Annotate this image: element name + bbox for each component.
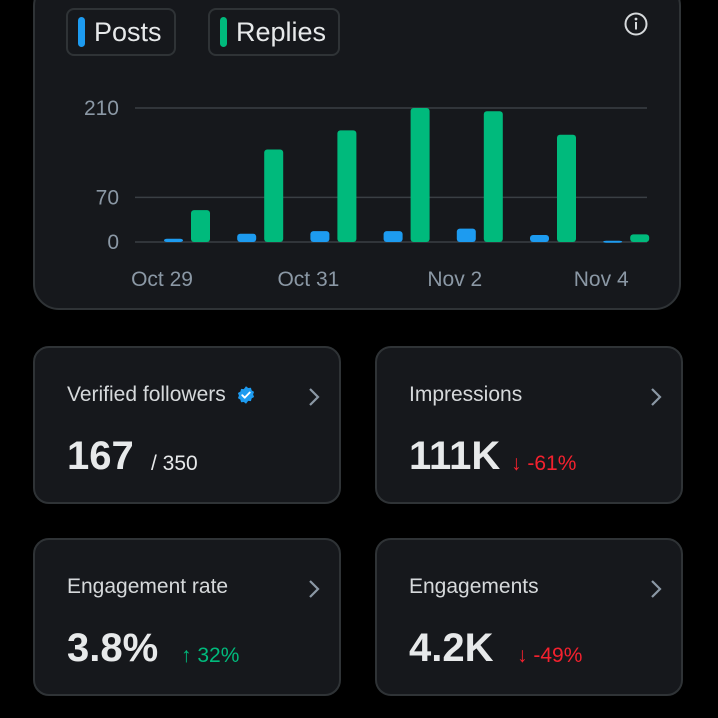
legend-replies-chip[interactable]: Replies [208, 8, 341, 56]
impressions-value: 111K [409, 434, 501, 478]
verified-followers-value: 167 [67, 434, 134, 478]
info-icon[interactable] [624, 12, 648, 36]
y-tick-label: 210 [84, 97, 119, 120]
bar-posts-oct-29[interactable] [164, 238, 183, 242]
verified-followers-total: / 350 [151, 452, 198, 475]
impressions-change-value: -61% [527, 452, 577, 475]
y-tick-label: 0 [107, 231, 119, 254]
chevron-right-icon [309, 388, 320, 406]
impressions-change: ↓ -61% [511, 452, 576, 476]
bar-posts-nov-3[interactable] [530, 234, 549, 242]
x-tick-label: Nov 2 [427, 268, 482, 291]
chevron-right-icon [309, 580, 320, 598]
x-tick-label: Oct 29 [131, 268, 193, 291]
bar-replies-nov-4[interactable] [630, 234, 650, 242]
bar-posts-nov-1[interactable] [383, 231, 403, 242]
verified-followers-label: Verified followers [67, 383, 226, 406]
engagements-change-value: -49% [533, 644, 583, 667]
engagement-rate-change-value: 32% [197, 644, 240, 667]
bar-replies-oct-30[interactable] [264, 149, 284, 242]
verified-followers-card[interactable]: Verified followers 167 / 350 [33, 346, 341, 504]
down-arrow-icon: ↓ [517, 644, 528, 667]
legend-replies-label: Replies [236, 16, 327, 47]
legend-posts-label: Posts [94, 16, 162, 47]
bar-posts-oct-31[interactable] [310, 231, 330, 242]
posts-swatch [78, 17, 85, 47]
up-arrow-icon: ↑ [181, 644, 192, 667]
engagement-rate-card[interactable]: Engagement rate 3.8% ↑ 32% [33, 538, 341, 696]
engagement-rate-title: Engagement rate [67, 575, 229, 598]
verified-followers-title: Verified followers [67, 383, 256, 407]
x-tick-label: Nov 4 [574, 268, 629, 291]
bar-posts-nov-2[interactable] [456, 228, 476, 242]
bar-replies-nov-3[interactable] [557, 134, 576, 242]
engagements-title: Engagements [409, 575, 539, 598]
impressions-card[interactable]: Impressions 111K ↓ -61% [375, 346, 683, 504]
engagements-value: 4.2K [409, 626, 494, 670]
bar-replies-oct-29[interactable] [191, 210, 210, 242]
chart-card: 0 70 210 Oct 29 Oct 31 Nov 2 Nov 4 [33, 0, 681, 310]
engagement-rate-change: ↑ 32% [181, 644, 239, 668]
down-arrow-icon: ↓ [511, 452, 522, 475]
verified-badge-icon [237, 386, 254, 404]
bar-replies-oct-31[interactable] [337, 130, 357, 242]
bar-chart: 0 70 210 Oct 29 Oct 31 Nov 2 Nov 4 [84, 97, 650, 291]
impressions-title: Impressions [409, 383, 523, 406]
legend-posts-chip[interactable]: Posts [66, 8, 176, 56]
chevron-right-icon [651, 580, 662, 598]
bar-posts-nov-4[interactable] [603, 240, 623, 243]
engagements-card[interactable]: Engagements 4.2K ↓ -49% [375, 538, 683, 696]
bar-replies-nov-2[interactable] [483, 111, 503, 242]
bar-replies-nov-1[interactable] [410, 108, 430, 242]
y-tick-label: 70 [96, 186, 119, 209]
x-tick-label: Oct 31 [277, 268, 339, 291]
chevron-right-icon [651, 388, 662, 406]
engagement-rate-value: 3.8% [67, 626, 159, 670]
bar-posts-oct-30[interactable] [237, 233, 257, 242]
engagements-change: ↓ -49% [517, 644, 582, 668]
replies-swatch [220, 17, 227, 47]
